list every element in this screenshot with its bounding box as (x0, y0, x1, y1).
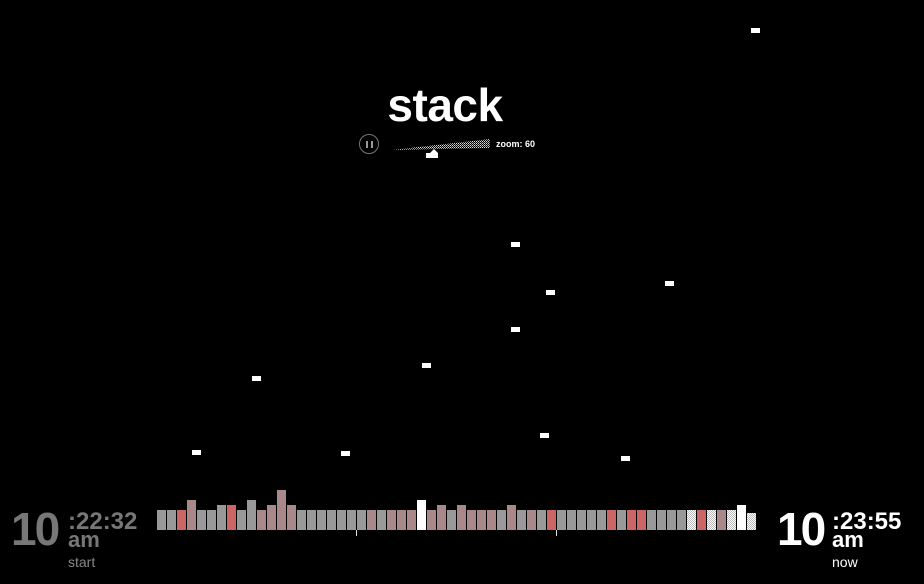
histogram-bar (227, 505, 236, 530)
falling-block (540, 433, 549, 438)
histogram-bar (217, 505, 226, 530)
histogram-bar (567, 510, 576, 530)
falling-block (546, 290, 555, 295)
histogram-bar (727, 510, 736, 530)
histogram-bar (337, 510, 346, 530)
zoom-slider[interactable] (392, 137, 492, 161)
histogram-bar (717, 510, 726, 530)
start-hour: 10 (11, 503, 60, 555)
histogram-bar (547, 510, 556, 530)
histogram-bar (437, 505, 446, 530)
now-hour: 10 (777, 503, 826, 555)
histogram-bar (577, 510, 586, 530)
histogram-bar (397, 510, 406, 530)
now-ampm: am (832, 527, 864, 552)
pause-icon (366, 141, 368, 148)
histogram-bar (377, 510, 386, 530)
histogram-bar (157, 510, 166, 530)
histogram-bar (497, 510, 506, 530)
zoom-label: zoom: 60 (496, 139, 536, 149)
histogram-bar (297, 510, 306, 530)
histogram-bar (367, 510, 376, 530)
game-title: stack (387, 79, 503, 131)
histogram-bar (197, 510, 206, 530)
histogram-bar (527, 510, 536, 530)
now-caption: now (832, 554, 858, 570)
pause-button[interactable] (359, 134, 379, 154)
histogram-bar (417, 500, 426, 530)
histogram-bar (747, 513, 756, 530)
histogram-bar (177, 510, 186, 530)
zoom-slider-handle[interactable] (426, 149, 438, 158)
histogram-bar (557, 510, 566, 530)
histogram-bar (537, 510, 546, 530)
histogram-bar (587, 510, 596, 530)
histogram-bar (307, 510, 316, 530)
histogram-bar (457, 505, 466, 530)
falling-block (511, 242, 520, 247)
histogram-bar (287, 505, 296, 530)
histogram-bar (657, 510, 666, 530)
start-ampm: am (68, 527, 100, 552)
histogram-bar (597, 510, 606, 530)
histogram-bar (267, 505, 276, 530)
histogram-bar (387, 510, 396, 530)
falling-block (621, 456, 630, 461)
histogram-bar (677, 510, 686, 530)
histogram-bar (477, 510, 486, 530)
activity-histogram (157, 490, 756, 530)
now-minutes: :23:55 (832, 508, 902, 535)
falling-block (665, 281, 674, 286)
histogram-bar (607, 510, 616, 530)
zoom-slider-track (392, 139, 490, 150)
histogram-bar (507, 505, 516, 530)
histogram-bar (347, 510, 356, 530)
timeline-tick (356, 530, 357, 536)
histogram-bar (737, 505, 746, 530)
histogram-bar (327, 510, 336, 530)
histogram-bar (517, 510, 526, 530)
histogram-bar (627, 510, 636, 530)
histogram-bar (487, 510, 496, 530)
histogram-bar (257, 510, 266, 530)
falling-block (192, 450, 201, 455)
histogram-bar (187, 500, 196, 530)
histogram-bar (167, 510, 176, 530)
histogram-bar (647, 510, 656, 530)
start-minutes: :22:32 (68, 508, 138, 535)
histogram-bar (277, 490, 286, 530)
histogram-bar (317, 510, 326, 530)
histogram-bar (617, 510, 626, 530)
histogram-bar (687, 510, 696, 530)
histogram-bar (407, 510, 416, 530)
histogram-bar (707, 510, 716, 530)
falling-block (511, 327, 520, 332)
histogram-bar (207, 510, 216, 530)
falling-block (422, 363, 431, 368)
falling-block (751, 28, 760, 33)
histogram-bar (247, 500, 256, 530)
pause-icon-bar (371, 141, 373, 148)
start-caption: start (68, 554, 96, 570)
histogram-bar (637, 510, 646, 530)
histogram-bar (697, 510, 706, 530)
histogram-bar (447, 510, 456, 530)
histogram-bar (237, 510, 246, 530)
timeline-tick (556, 530, 557, 536)
falling-block (252, 376, 261, 381)
histogram-bar (667, 510, 676, 530)
histogram-bar (427, 510, 436, 530)
histogram-bar (357, 510, 366, 530)
falling-block (341, 451, 350, 456)
histogram-bar (467, 510, 476, 530)
